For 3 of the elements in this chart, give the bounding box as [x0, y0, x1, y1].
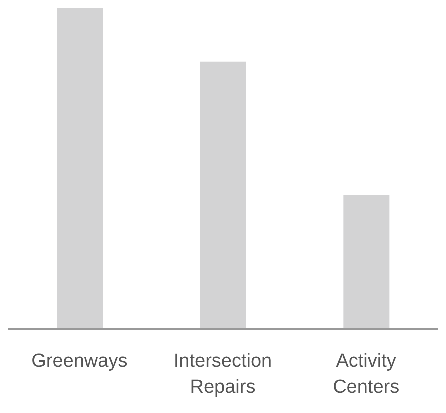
x-tick-label: Greenways: [32, 351, 128, 372]
x-tick-label: Intersection Repairs: [174, 351, 272, 398]
x-tick-label: Activity Centers: [333, 351, 400, 398]
